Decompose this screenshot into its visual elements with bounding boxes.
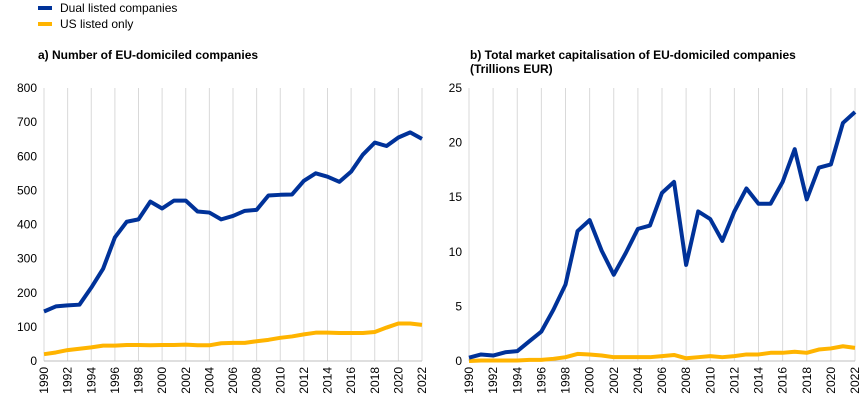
x-tick-b-2010: 2010 bbox=[703, 367, 717, 394]
x-tick-a-2002: 2002 bbox=[179, 367, 193, 394]
y-tick-a-400: 400 bbox=[17, 218, 37, 232]
x-tick-b-2018: 2018 bbox=[800, 367, 814, 394]
x-tick-b-2014: 2014 bbox=[752, 367, 766, 394]
x-tick-a-1992: 1992 bbox=[61, 367, 75, 394]
series-dual-listed-line-a bbox=[43, 130, 423, 314]
panel-a-title: a) Number of EU-domiciled companies bbox=[38, 48, 259, 62]
legend-label-us-listed: US listed only bbox=[60, 16, 134, 31]
x-tick-a-1996: 1996 bbox=[108, 367, 122, 394]
y-tick-b-20: 20 bbox=[449, 136, 463, 150]
legend-swatch-us-listed bbox=[38, 22, 52, 26]
y-tick-a-500: 500 bbox=[17, 183, 37, 197]
x-tick-a-2020: 2020 bbox=[391, 367, 405, 394]
x-tick-a-2010: 2010 bbox=[273, 367, 287, 394]
x-tick-a-2016: 2016 bbox=[344, 367, 358, 394]
y-tick-a-200: 200 bbox=[17, 286, 37, 300]
y-tick-b-15: 15 bbox=[449, 190, 463, 204]
y-tick-a-800: 800 bbox=[17, 81, 37, 95]
x-tick-a-1998: 1998 bbox=[132, 367, 146, 394]
x-tick-b-2020: 2020 bbox=[824, 367, 838, 394]
x-tick-b-2000: 2000 bbox=[583, 367, 597, 394]
x-tick-b-1996: 1996 bbox=[534, 367, 548, 394]
x-tick-b-1994: 1994 bbox=[510, 367, 524, 394]
y-tick-b-25: 25 bbox=[449, 81, 463, 95]
legend-item-us-listed: US listed only bbox=[38, 16, 177, 32]
series-us-listed-line-b bbox=[468, 344, 856, 363]
x-tick-b-2002: 2002 bbox=[607, 367, 621, 394]
x-tick-b-2016: 2016 bbox=[776, 367, 790, 394]
y-tick-b-0: 0 bbox=[455, 354, 462, 368]
legend: Dual listed companies US listed only bbox=[38, 0, 177, 32]
y-tick-a-700: 700 bbox=[17, 115, 37, 129]
y-tick-a-0: 0 bbox=[30, 354, 37, 368]
x-tick-b-2004: 2004 bbox=[631, 367, 645, 394]
legend-label-dual-listed: Dual listed companies bbox=[60, 0, 178, 15]
y-tick-a-100: 100 bbox=[17, 320, 37, 334]
series-us-listed-line-a bbox=[43, 321, 423, 357]
x-tick-a-2018: 2018 bbox=[368, 367, 382, 394]
x-tick-b-1992: 1992 bbox=[486, 367, 500, 394]
x-tick-b-1998: 1998 bbox=[559, 367, 573, 394]
x-tick-a-1990: 1990 bbox=[37, 367, 51, 394]
x-tick-b-2008: 2008 bbox=[679, 367, 693, 394]
legend-item-dual-listed: Dual listed companies bbox=[38, 0, 177, 16]
y-tick-b-10: 10 bbox=[449, 245, 463, 259]
x-tick-a-2000: 2000 bbox=[155, 367, 169, 394]
x-tick-b-1990: 1990 bbox=[462, 367, 476, 394]
x-tick-a-2022: 2022 bbox=[415, 367, 429, 394]
x-tick-a-1994: 1994 bbox=[84, 367, 98, 394]
y-tick-b-5: 5 bbox=[455, 299, 462, 313]
y-tick-a-300: 300 bbox=[17, 252, 37, 266]
x-tick-b-2012: 2012 bbox=[727, 367, 741, 394]
panel-b-title: b) Total market capitalisation of EU-dom… bbox=[470, 48, 796, 76]
legend-swatch-dual-listed bbox=[38, 6, 52, 10]
x-tick-a-2014: 2014 bbox=[321, 367, 335, 394]
x-tick-a-2004: 2004 bbox=[202, 367, 216, 394]
y-tick-a-600: 600 bbox=[17, 149, 37, 163]
x-tick-b-2022: 2022 bbox=[848, 367, 862, 394]
series-dual-listed-line-b bbox=[468, 110, 857, 360]
x-tick-a-2012: 2012 bbox=[297, 367, 311, 394]
x-tick-a-2006: 2006 bbox=[226, 367, 240, 394]
x-tick-b-2006: 2006 bbox=[655, 367, 669, 394]
x-tick-a-2008: 2008 bbox=[250, 367, 264, 394]
